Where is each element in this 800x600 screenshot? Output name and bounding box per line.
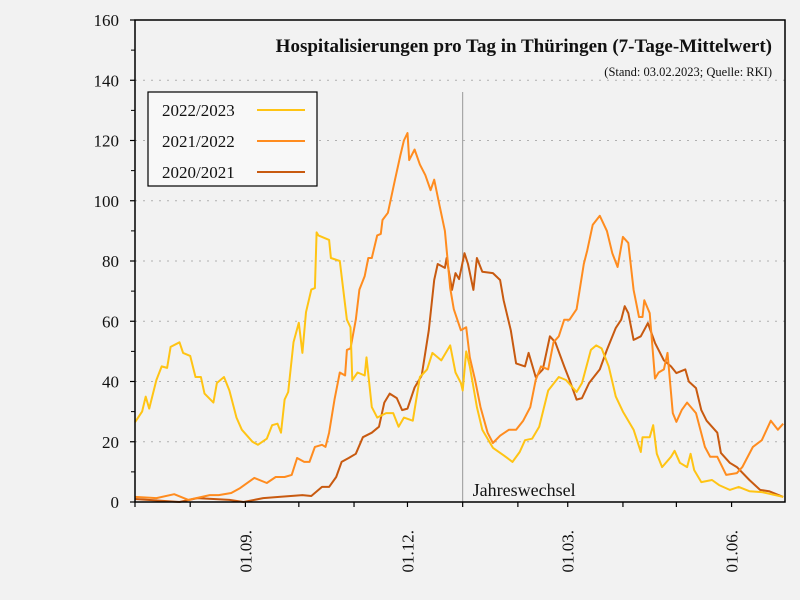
x-tick-label: 01.09. — [236, 530, 255, 573]
y-tick-label: 80 — [102, 252, 119, 271]
x-tick-label: 01.12. — [398, 530, 417, 573]
y-axis: 0 20 40 60 80 100 120 140 160 — [94, 11, 135, 512]
year-change-label: Jahreswechsel — [473, 480, 576, 500]
y-tick-label: 40 — [102, 373, 119, 392]
y-tick-label: 100 — [94, 192, 120, 211]
legend-label: 2021/2022 — [162, 132, 235, 151]
y-tick-label: 120 — [94, 132, 120, 151]
legend-label: 2020/2021 — [162, 163, 235, 182]
x-axis: 01.09. 01.12. 01.03. 01.06. — [134, 502, 742, 573]
series-line-2022-2023 — [134, 231, 784, 498]
x-tick-label: 01.06. — [723, 530, 742, 573]
series-lines — [134, 132, 784, 503]
legend-box — [147, 91, 318, 187]
y-tick-label: 160 — [94, 11, 120, 30]
series-line-2020-2021 — [134, 252, 784, 503]
y-tick-label: 60 — [102, 312, 119, 331]
chart-title: Hospitalisierungen pro Tag in Thüringen … — [276, 36, 772, 57]
legend-label: 2022/2023 — [162, 101, 235, 120]
y-tick-label: 0 — [111, 493, 120, 512]
y-tick-label: 140 — [94, 71, 120, 90]
y-tick-label: 20 — [102, 433, 119, 452]
series-line-2021-2022 — [134, 132, 784, 501]
x-tick-label: 01.03. — [559, 530, 578, 573]
plot-frame — [134, 19, 786, 503]
legend: 2022/2023 2021/2022 2020/2021 — [147, 91, 318, 187]
chart-subtitle: (Stand: 03.02.2023; Quelle: RKI) — [604, 65, 772, 79]
